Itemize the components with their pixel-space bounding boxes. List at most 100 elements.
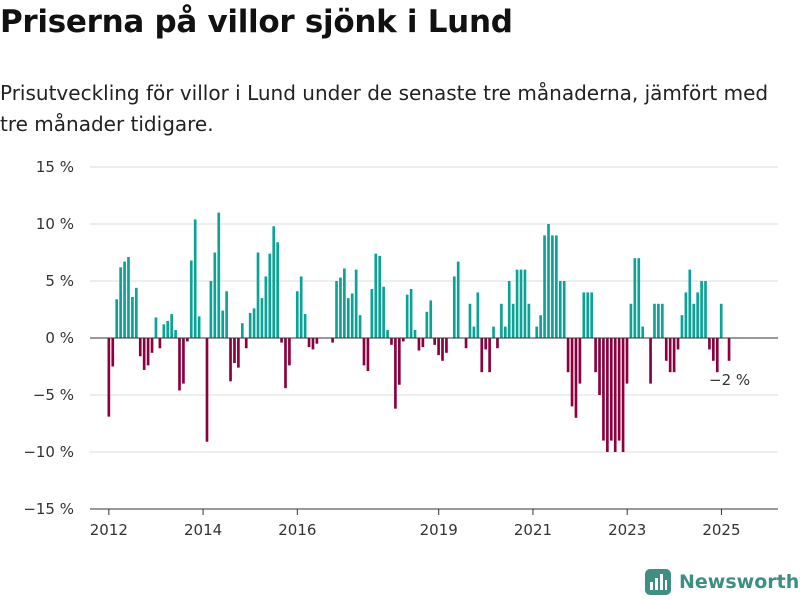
- bar: [413, 330, 417, 338]
- bar: [562, 281, 566, 338]
- bar: [162, 324, 166, 338]
- y-tick-label: −10 %: [23, 443, 74, 461]
- bar: [134, 287, 138, 338]
- bar: [260, 298, 264, 338]
- chart-title: Priserna på villor sjönk i Lund: [0, 4, 513, 40]
- bar: [582, 292, 586, 338]
- bar: [417, 338, 421, 351]
- x-tick-label: 2023: [608, 521, 646, 539]
- bar: [280, 338, 283, 343]
- bar: [464, 338, 468, 349]
- bar: [107, 338, 111, 417]
- bar: [684, 292, 688, 338]
- bar: [409, 288, 413, 338]
- bar: [158, 338, 162, 349]
- bar: [649, 338, 652, 384]
- bar: [613, 338, 617, 452]
- bar: [452, 276, 456, 338]
- bar: [127, 257, 130, 338]
- y-axis-ticks: 15 % 10 % 5 % 0 % −5 % −10 % −15 %: [23, 158, 74, 518]
- bar: [331, 338, 334, 343]
- bar: [303, 314, 307, 338]
- bar: [213, 252, 217, 338]
- bar: [284, 338, 287, 389]
- bar: [229, 338, 232, 382]
- x-tick-label: 2019: [420, 521, 458, 539]
- bar: [370, 288, 374, 338]
- bar: [209, 281, 213, 338]
- bar: [519, 269, 523, 338]
- bar: [307, 338, 311, 348]
- bar: [240, 323, 244, 338]
- bar: [621, 338, 625, 452]
- bar: [578, 338, 582, 384]
- bar: [401, 338, 405, 342]
- bar: [272, 226, 276, 338]
- bar: [197, 316, 201, 338]
- bar: [456, 261, 460, 338]
- bar: [154, 317, 158, 338]
- bar: [276, 242, 279, 338]
- bar: [366, 338, 370, 372]
- bar: [174, 330, 177, 338]
- bar: [405, 294, 409, 338]
- bar: [115, 299, 119, 338]
- bar: [641, 326, 645, 338]
- bar: [170, 314, 173, 338]
- bar: [295, 291, 299, 338]
- bar: [570, 338, 574, 407]
- bar: [555, 235, 558, 338]
- bar: [468, 303, 472, 338]
- bar: [472, 326, 476, 338]
- bar: [676, 338, 680, 350]
- bar: [511, 303, 515, 338]
- bar: [543, 235, 546, 338]
- bar: [547, 224, 550, 338]
- bar: [374, 253, 378, 338]
- bar: [378, 255, 382, 338]
- bar: [594, 338, 597, 373]
- bar-series: [107, 212, 731, 452]
- bar: [268, 253, 272, 338]
- bar: [182, 338, 185, 384]
- y-grid: [90, 166, 778, 453]
- bar: [186, 338, 189, 342]
- bar: [629, 303, 633, 338]
- bar: [586, 292, 590, 338]
- bar: [237, 338, 240, 368]
- bar: [558, 281, 562, 338]
- bar: [217, 212, 221, 338]
- bar: [339, 277, 342, 338]
- bar: [574, 338, 578, 418]
- bar: [680, 315, 684, 338]
- bar: [672, 338, 676, 373]
- bar: [602, 338, 605, 441]
- bar: [138, 338, 142, 357]
- bar: [441, 338, 444, 361]
- bar: [386, 330, 389, 338]
- bar: [715, 338, 719, 373]
- bar: [189, 260, 193, 338]
- bar: [362, 338, 366, 366]
- bar: [606, 338, 609, 452]
- y-tick-label: −5 %: [33, 386, 74, 404]
- bar: [617, 338, 621, 441]
- y-tick-label: 10 %: [36, 215, 74, 233]
- bar: [539, 315, 542, 338]
- bar: [653, 303, 656, 338]
- bar: [704, 281, 707, 338]
- bar: [660, 303, 664, 338]
- brand-name: Newsworthy: [679, 571, 800, 593]
- bar: [233, 338, 236, 364]
- bar: [566, 338, 570, 373]
- bar: [205, 338, 209, 442]
- bar: [500, 303, 503, 338]
- bar: [221, 310, 225, 338]
- bar: [244, 338, 248, 349]
- x-tick-label: 2025: [702, 521, 740, 539]
- x-tick-label: 2021: [514, 521, 552, 539]
- bar: [590, 292, 594, 338]
- bar: [394, 338, 397, 409]
- bar: [421, 338, 425, 348]
